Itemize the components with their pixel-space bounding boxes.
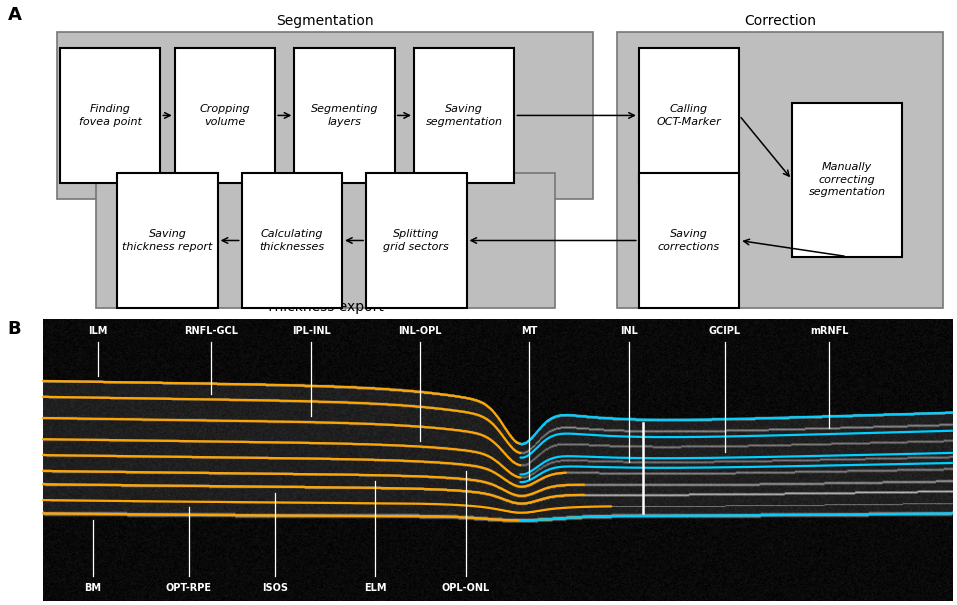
- Bar: [59, 48, 161, 183]
- Text: ELM: ELM: [364, 583, 387, 594]
- Text: OPL-ONL: OPL-ONL: [442, 583, 490, 594]
- Bar: [367, 173, 467, 308]
- Text: Saving
thickness report: Saving thickness report: [122, 229, 212, 252]
- Text: Segmenting
layers: Segmenting layers: [311, 104, 378, 126]
- Bar: [639, 48, 740, 183]
- Text: IPL-INL: IPL-INL: [292, 326, 330, 336]
- Bar: [57, 32, 593, 199]
- Text: Correction: Correction: [744, 15, 816, 28]
- Text: Calculating
thicknesses: Calculating thicknesses: [259, 229, 324, 252]
- Bar: [295, 48, 394, 183]
- Text: MT: MT: [522, 326, 538, 336]
- Text: INL: INL: [620, 326, 638, 336]
- Text: INL-OPL: INL-OPL: [399, 326, 442, 336]
- Text: GCIPL: GCIPL: [709, 326, 741, 336]
- Bar: [242, 173, 343, 308]
- Text: ILM: ILM: [88, 326, 107, 336]
- Bar: [175, 48, 276, 183]
- Text: Thickness export: Thickness export: [266, 300, 385, 314]
- Text: mRNFL: mRNFL: [811, 326, 849, 336]
- Text: Cropping
volume: Cropping volume: [200, 104, 250, 126]
- Bar: [118, 173, 218, 308]
- Text: Saving
corrections: Saving corrections: [658, 229, 720, 252]
- Text: Manually
correcting
segmentation: Manually correcting segmentation: [809, 162, 885, 197]
- Bar: [639, 173, 740, 308]
- Text: Finding
fovea point: Finding fovea point: [78, 104, 142, 126]
- Bar: [792, 103, 902, 257]
- Text: RNFL-GCL: RNFL-GCL: [185, 326, 238, 336]
- Bar: [413, 48, 515, 183]
- Text: ISOS: ISOS: [262, 583, 288, 594]
- Text: Segmentation: Segmentation: [277, 15, 374, 28]
- Bar: [617, 32, 943, 308]
- Text: OPT-RPE: OPT-RPE: [166, 583, 211, 594]
- Text: Saving
segmentation: Saving segmentation: [426, 104, 502, 126]
- Text: BM: BM: [84, 583, 101, 594]
- Text: Calling
OCT-Marker: Calling OCT-Marker: [657, 104, 722, 126]
- Text: B: B: [8, 321, 21, 338]
- Bar: [96, 173, 555, 308]
- Text: Splitting
grid sectors: Splitting grid sectors: [384, 229, 449, 252]
- Text: A: A: [8, 7, 21, 24]
